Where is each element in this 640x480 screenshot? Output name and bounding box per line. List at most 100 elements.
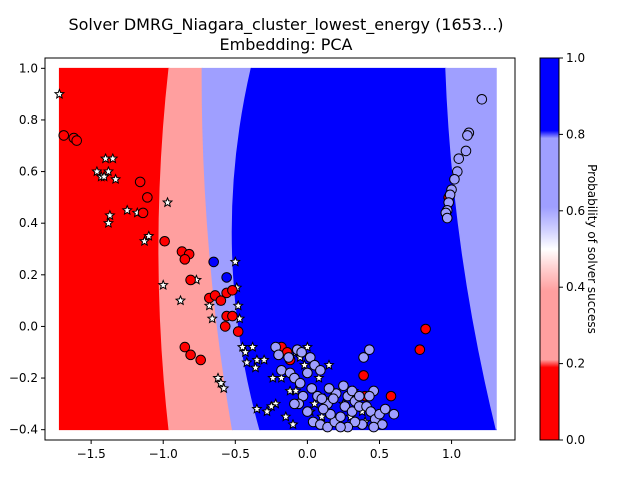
y-axis: −0.4 −0.2 0.0 0.2 0.4 0.6 0.8 1.0 (9, 61, 45, 437)
star-marker (203, 299, 215, 311)
star-marker (110, 173, 122, 185)
star-marker (323, 359, 335, 370)
chart-subtitle: Embedding: PCA (220, 35, 353, 54)
circle-marker (294, 377, 306, 389)
colorbar-tick-label: 0.2 (566, 357, 585, 371)
star-marker (143, 230, 155, 241)
circle-marker (221, 272, 232, 283)
circle-marker (316, 393, 328, 405)
colorbar-tick-label: 1.0 (566, 51, 585, 65)
star-marker (241, 356, 253, 368)
circle-marker (276, 365, 287, 376)
circle-marker (358, 352, 369, 363)
circle-marker (346, 406, 358, 417)
star-marker (246, 341, 259, 352)
x-tick-label: −1.5 (77, 447, 106, 461)
circle-marker (179, 254, 191, 265)
y-tick-label: 0.6 (19, 165, 38, 179)
star-marker (290, 385, 302, 396)
circle-marker (208, 256, 219, 268)
colorbar-tick-label: 0.4 (566, 280, 585, 294)
star-marker (98, 170, 110, 182)
circle-marker (364, 344, 375, 355)
circle-marker (346, 385, 358, 397)
circle-marker (179, 341, 191, 353)
star-marker (102, 217, 115, 228)
circle-marker (377, 419, 388, 430)
star-marker (251, 403, 263, 414)
circle-marker (349, 416, 361, 428)
star-marker (316, 410, 328, 422)
star-marker (275, 372, 288, 383)
star-marker (157, 279, 169, 290)
circle-marker (379, 403, 391, 415)
x-tick-label: 1.0 (442, 447, 461, 461)
circle-marker (328, 393, 339, 405)
circle-marker (306, 383, 318, 394)
circle-marker (142, 192, 153, 203)
circle-marker (273, 349, 284, 361)
star-marker (229, 255, 241, 267)
star-marker (206, 312, 218, 324)
star-marker (107, 152, 119, 164)
data-markers (53, 88, 488, 433)
y-tick-label: 0.8 (19, 113, 38, 127)
star-marker (104, 209, 116, 221)
star-marker (174, 294, 187, 306)
circle-marker (449, 174, 460, 185)
x-tick-label: −1.0 (149, 447, 178, 461)
star-marker (261, 405, 273, 417)
star-marker (53, 88, 66, 99)
chart-title: Solver DMRG_Niagara_cluster_lowest_energ… (68, 15, 503, 35)
circle-marker (414, 344, 426, 355)
y-tick-label: −0.2 (9, 371, 38, 385)
y-tick-label: 0.4 (19, 216, 38, 230)
colorbar-tick-label: 0.8 (566, 127, 585, 141)
circle-marker (134, 176, 146, 188)
star-marker (91, 165, 103, 177)
colorbar-tick-label: 0.0 (566, 433, 585, 447)
star-marker (267, 372, 279, 383)
circle-marker (460, 145, 472, 157)
x-tick-label: 0.5 (370, 447, 389, 461)
colorbar: 0.0 0.2 0.4 0.6 0.8 1.0 Probability of solver… (539, 51, 599, 447)
circle-marker (364, 390, 375, 402)
circle-marker (185, 349, 196, 361)
circle-marker (232, 326, 244, 337)
star-marker (138, 235, 151, 247)
circle-marker (227, 310, 238, 322)
circle-marker (315, 365, 326, 376)
colorbar-ticks: 0.0 0.2 0.4 0.6 0.8 1.0 (559, 51, 585, 447)
star-marker (313, 372, 325, 383)
circle-marker (317, 403, 329, 415)
circle-marker (71, 135, 83, 146)
star-marker (249, 361, 262, 373)
circle-marker (322, 421, 333, 433)
y-tick-label: −0.4 (9, 423, 38, 437)
star-marker (239, 346, 252, 358)
circle-marker (420, 323, 431, 335)
colorbar-tick-label: 0.6 (566, 204, 585, 218)
circle-marker (219, 321, 231, 332)
circle-marker (353, 390, 365, 402)
circle-marker (302, 406, 313, 417)
circle-marker (368, 421, 380, 433)
colorbar-label: Probability of solver success (585, 164, 599, 334)
circle-marker (335, 421, 346, 433)
circle-marker (323, 383, 335, 394)
star-marker (308, 397, 321, 409)
star-marker (121, 204, 133, 216)
colorbar-gradient (539, 57, 560, 441)
star-marker (258, 354, 270, 365)
y-tick-label: 0.2 (19, 268, 38, 282)
circle-marker (302, 367, 313, 379)
circle-marker (453, 153, 465, 164)
circle-marker (215, 295, 227, 306)
y-tick-label: 1.0 (19, 61, 38, 75)
circle-marker (476, 93, 488, 105)
circle-marker (289, 398, 300, 410)
circle-marker (338, 380, 349, 392)
circle-marker (296, 346, 307, 358)
circle-marker (441, 212, 453, 224)
